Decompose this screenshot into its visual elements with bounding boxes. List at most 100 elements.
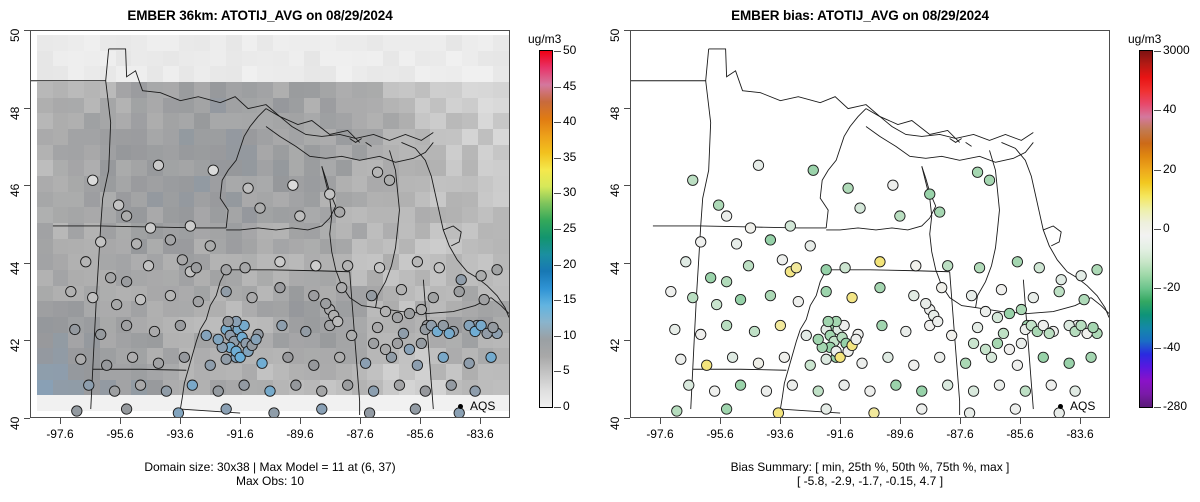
bias-site-marker bbox=[778, 351, 790, 363]
model-site-marker bbox=[391, 337, 404, 350]
bias-site-marker bbox=[1075, 319, 1087, 332]
panel-model-title: EMBER 36km: ATOTIJ_AVG on 08/29/2024 bbox=[127, 8, 393, 23]
colorbar-tick-label: 0 bbox=[563, 399, 570, 413]
x-tickmark bbox=[960, 418, 961, 424]
bias-site-marker bbox=[705, 272, 717, 284]
model-colorbar bbox=[539, 50, 553, 408]
model-site-marker bbox=[415, 337, 427, 350]
model-site-marker bbox=[393, 379, 406, 391]
model-site-marker bbox=[134, 379, 147, 391]
model-site-marker bbox=[200, 329, 212, 342]
bias-site-marker bbox=[1078, 293, 1090, 306]
model-site-marker bbox=[192, 295, 204, 308]
bias-site-marker bbox=[804, 359, 816, 371]
colorbar-tickmark bbox=[554, 371, 561, 373]
colorbar-tickmark bbox=[1154, 110, 1161, 112]
bias-site-marker bbox=[876, 319, 888, 332]
model-site-marker bbox=[282, 351, 294, 363]
x-tick-label: -95.6 bbox=[706, 427, 734, 441]
colorbar-tick-label: 3000 bbox=[1163, 43, 1190, 57]
model-site-marker bbox=[164, 290, 177, 302]
bias-site-marker bbox=[894, 210, 906, 222]
model-site-marker bbox=[174, 319, 187, 332]
colorbar-tickmark bbox=[554, 193, 561, 195]
model-site-marker bbox=[190, 262, 202, 274]
model-site-marker bbox=[342, 260, 354, 272]
bias-site-marker bbox=[1087, 321, 1099, 334]
model-site-marker bbox=[126, 351, 139, 363]
x-tick-label: -83.6 bbox=[1066, 427, 1094, 441]
model-site-marker bbox=[359, 357, 372, 369]
colorbar-tickmark bbox=[554, 407, 561, 408]
bias-site-marker bbox=[900, 325, 912, 338]
model-site-marker bbox=[220, 353, 232, 365]
model-site-marker bbox=[172, 407, 185, 417]
model-site-marker bbox=[433, 262, 445, 274]
x-tickmark bbox=[240, 418, 241, 424]
model-site-marker bbox=[383, 174, 396, 186]
model-site-marker bbox=[120, 319, 133, 332]
bias-site-marker bbox=[985, 351, 998, 363]
bias-site-marker bbox=[709, 385, 721, 397]
model-site-marker bbox=[256, 357, 268, 369]
model-site-marker bbox=[220, 403, 232, 415]
bias-site-marker bbox=[839, 262, 851, 274]
model-site-marker bbox=[220, 264, 232, 276]
model-site-marker bbox=[160, 385, 173, 397]
bias-site-marker bbox=[1009, 403, 1022, 415]
bias-site-marker bbox=[983, 174, 996, 186]
bias-site-marker bbox=[752, 159, 765, 171]
x-tick-label: -97.6 bbox=[46, 427, 74, 441]
bias-site-marker bbox=[695, 236, 707, 248]
y-tick-label: 44 bbox=[608, 261, 622, 275]
x-tickmark bbox=[480, 418, 481, 424]
model-site-markers bbox=[65, 159, 503, 417]
model-site-marker bbox=[320, 297, 332, 310]
model-site-marker bbox=[83, 379, 95, 391]
bias-site-marker bbox=[1085, 351, 1097, 363]
model-site-marker bbox=[334, 206, 346, 218]
model-site-marker bbox=[385, 351, 398, 363]
model-site-marker bbox=[111, 298, 123, 311]
bias-site-marker bbox=[720, 319, 733, 332]
bias-site-marker bbox=[1069, 385, 1081, 397]
bias-site-marker bbox=[920, 297, 932, 310]
model-site-marker bbox=[336, 282, 348, 294]
colorbar-tick-label: 40 bbox=[1163, 102, 1177, 117]
model-site-marker bbox=[250, 333, 262, 346]
model-site-marker bbox=[379, 343, 392, 355]
model-site-marker bbox=[445, 379, 457, 391]
bias-site-marker bbox=[993, 379, 1006, 391]
bias-site-marker bbox=[916, 385, 928, 397]
bias-site-marker bbox=[887, 179, 899, 191]
bias-site-marker bbox=[997, 327, 1010, 340]
x-tickmark bbox=[300, 418, 301, 424]
y-tick-label: 40 bbox=[608, 416, 622, 430]
y-tick-label: 48 bbox=[8, 106, 22, 120]
model-site-marker bbox=[144, 222, 157, 234]
colorbar-tick-label: 20 bbox=[563, 256, 577, 271]
model-site-marker bbox=[87, 291, 99, 304]
colorbar-tick-label: 0 bbox=[1163, 221, 1170, 235]
model-site-marker bbox=[75, 353, 87, 365]
model-site-marker bbox=[478, 293, 490, 306]
model-site-marker bbox=[287, 179, 299, 191]
bias-site-marker bbox=[1003, 343, 1016, 355]
model-site-marker bbox=[316, 385, 328, 397]
model-site-marker bbox=[453, 286, 465, 298]
bias-site-marker bbox=[932, 315, 944, 328]
bias-site-marker bbox=[764, 290, 777, 302]
bias-site-marker bbox=[1003, 307, 1016, 320]
x-tick-label: -85.6 bbox=[406, 427, 434, 441]
model-site-marker bbox=[87, 174, 99, 186]
model-site-marker bbox=[239, 262, 251, 274]
x-tick-label: -97.6 bbox=[646, 427, 674, 441]
y-tick-label: 44 bbox=[8, 261, 22, 275]
model-site-marker bbox=[475, 319, 487, 332]
bias-site-marker bbox=[934, 206, 946, 218]
model-site-marker bbox=[363, 407, 376, 417]
bias-site-marker bbox=[760, 385, 773, 397]
x-tickmark bbox=[720, 418, 721, 424]
panel-model: EMBER 36km: ATOTIJ_AVG on 08/29/2024 bbox=[30, 8, 577, 488]
x-tickmark bbox=[780, 418, 781, 424]
